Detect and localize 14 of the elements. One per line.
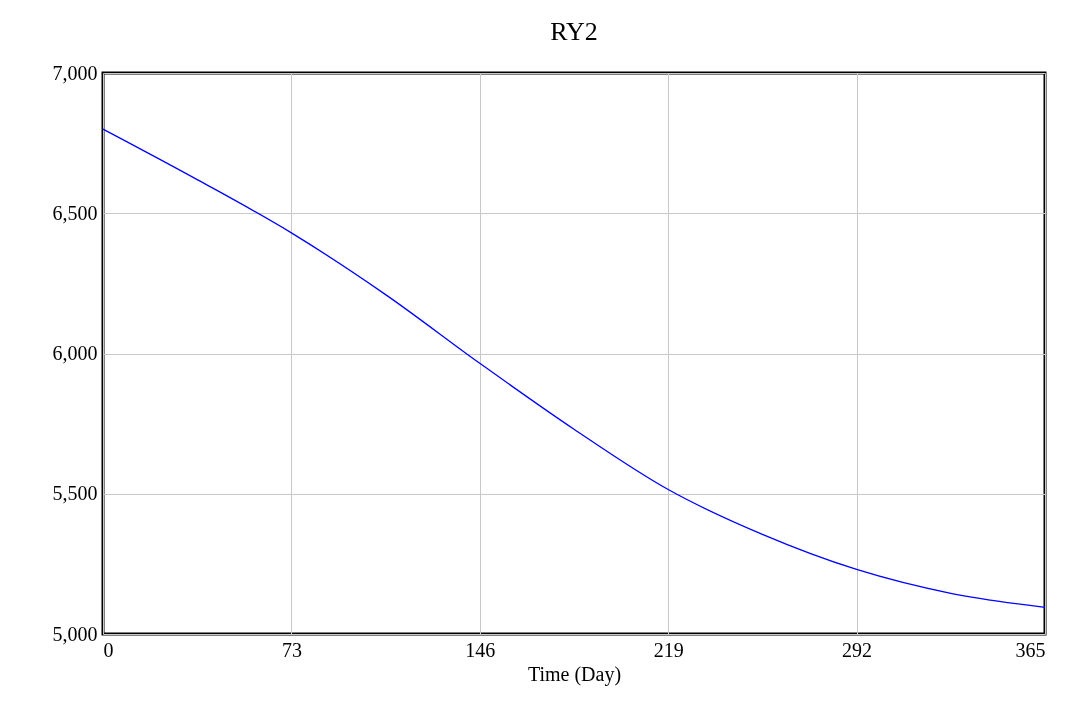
x-axis-title: Time (Day) — [527, 662, 622, 686]
y-tick-label: 5,500 — [52, 482, 98, 505]
x-tick-label: 0 — [103, 638, 114, 661]
x-tick-label: 292 — [842, 638, 873, 661]
line-series — [102, 128, 1046, 608]
y-tick-label: 6,000 — [52, 342, 98, 364]
y-tick-label: 7,000 — [52, 61, 98, 84]
chart-title: RY2 — [550, 17, 598, 46]
y-tick-label: 6,500 — [52, 201, 98, 224]
x-tick-label: 219 — [653, 638, 684, 661]
y-tick-label: 5,000 — [52, 622, 98, 645]
x-tick-label: 73 — [281, 638, 302, 661]
x-tick-label: 146 — [465, 638, 496, 661]
x-tick-label: 365 — [1015, 638, 1046, 661]
